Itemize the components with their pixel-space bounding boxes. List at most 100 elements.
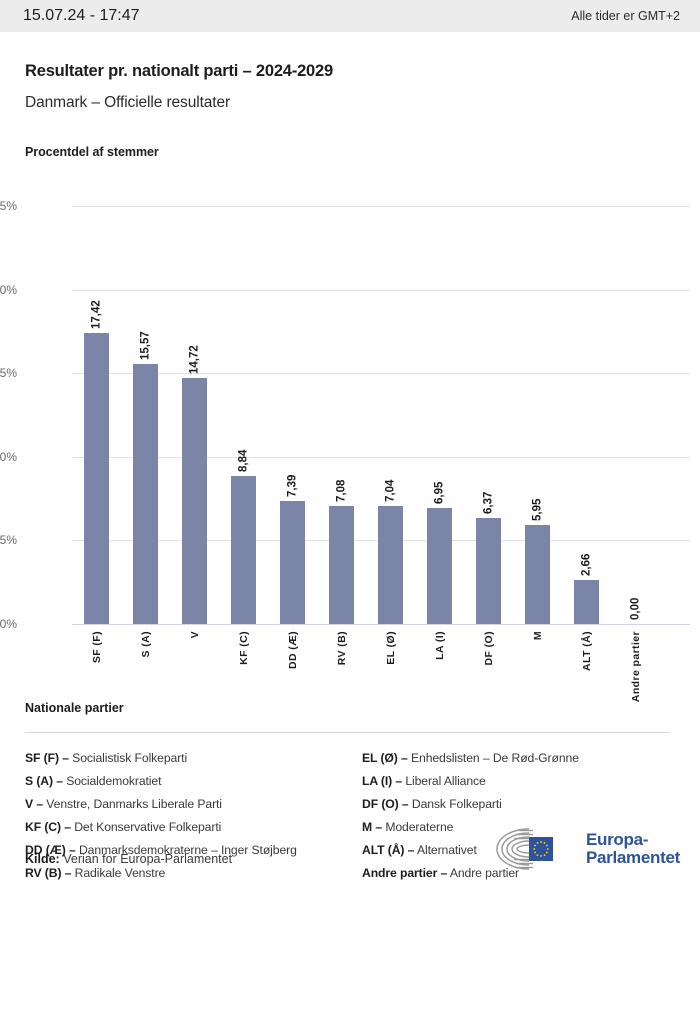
bar[interactable] [182,378,207,624]
y-axis-tick-label: 15% [0,366,17,381]
legend-item-abbr: LA (I) – [362,774,403,788]
bar[interactable] [476,517,501,624]
legend-item-name: Andre partier [447,866,519,880]
footer: Kilde: Verian for Europa-Parlamentet [25,813,680,885]
bar-value-label: 7,04 [384,480,397,503]
ep-wordmark-line2: Parlamentet [585,848,680,867]
bar-group[interactable]: 7,39 [268,173,317,624]
x-axis-tick-label: V [170,631,219,638]
bar[interactable] [329,505,354,624]
legend-item-name: Enhedslisten – De Rød-Grønne [407,751,579,765]
bar-value-label: 15,57 [139,331,152,360]
bar-value-label: 0,00 [629,597,642,620]
legend-item-abbr: M – [362,820,383,834]
bar-group[interactable]: 7,04 [366,173,415,624]
bar-value-label: 14,72 [188,345,201,375]
x-axis-tick-label: DD (Æ) [268,631,317,669]
legend-item-abbr: EL (Ø) – [362,751,408,765]
gridline [72,456,690,458]
x-axis-tick-label: KF (C) [219,631,268,665]
legend-item-name: Radikale Venstre [71,866,166,880]
bar[interactable] [378,506,403,624]
legend-item: LA (I) – Liberal Alliance [362,770,670,793]
timezone-label: Alle tider er GMT+2 [571,9,680,23]
legend-item: KF (C) – Det Konservative Folkeparti [25,816,362,839]
page-title: Resultater pr. nationalt parti – 2024-20… [25,62,333,80]
bar-value-label: 2,66 [580,553,593,576]
bar-group[interactable]: 7,08 [317,173,366,624]
ep-wordmark: Europa- Parlamentet [586,831,680,867]
x-axis-tick-text: EL (Ø) [384,631,397,665]
legend-item: M – Moderaterne [362,816,670,839]
bar-group[interactable]: 8,84 [219,173,268,624]
legend-column-left: SF (F) – Socialistisk Folkeparti S (A) – … [25,747,362,885]
bar-group[interactable]: 2,66 [562,173,611,624]
bar[interactable] [525,524,550,624]
bar[interactable] [427,507,452,624]
source-label: Kilde: [25,852,60,866]
legend-item-abbr: DF (O) – [362,797,409,811]
page-subtitle: Danmark – Officielle resultater [25,94,231,111]
bar-value-label: 17,42 [90,300,103,330]
bar-value-label: 5,95 [531,498,544,521]
bar-value-label: 7,39 [286,474,299,497]
legend-item: Andre partier – Andre partier [362,862,670,885]
y-axis-tick-label: 20% [0,282,17,297]
legend-item-name: Socialistisk Folkeparti [68,751,188,765]
status-bar: 15.07.24 - 17:47 Alle tider er GMT+2 [0,0,700,32]
x-axis-tick-text: DF (O) [482,631,495,666]
bar-chart: 0% 5% 10% 15% 20% 25% 17,42 SF (F) 15,57 S (A) 14… [0,173,690,702]
y-axis-tick-label: 0% [0,617,17,631]
x-axis-tick-label: ALT (Å) [562,631,611,671]
legend-item-abbr: DD (Æ) – [25,843,76,857]
y-axis-tick-label: 10% [0,449,17,464]
ep-hemicycle-icon [496,828,553,870]
legend: SF (F) – Socialistisk Folkeparti S (A) – … [25,747,680,885]
legend-item: S (A) – Socialdemokratiet [25,770,362,793]
legend-item: SF (F) – Socialistisk Folkeparti [25,747,362,770]
y-axis-tick-label: 5% [0,533,17,548]
bar-group[interactable]: 6,95 [415,173,464,624]
legend-item-abbr: ALT (Å) – [362,843,415,857]
bar-group[interactable]: 15,57 [121,173,170,624]
legend-item-name: Alternativet [414,843,477,857]
datetime-label: 15.07.24 - 17:47 [23,7,140,24]
bar-value-label: 6,95 [433,481,446,504]
legend-divider [25,732,670,733]
bar-group[interactable]: 5,95 [513,173,562,624]
legend-item-abbr: KF (C) – [25,820,71,834]
bar[interactable] [84,333,109,624]
gridline [72,206,690,208]
legend-item: RV (B) – Radikale Venstre [25,862,362,885]
legend-item: EL (Ø) – Enhedslisten – De Rød-Grønne [362,747,670,770]
bar[interactable] [133,363,158,624]
gridline [72,289,690,291]
legend-item: DD (Æ) – Danmarksdemokraterne – Inger St… [25,839,362,862]
bar-group[interactable]: 6,37 [464,173,513,624]
bar[interactable] [574,579,599,624]
bar-group[interactable]: 14,72 [170,173,219,624]
ep-wordmark-line1: Europa- [585,830,649,849]
legend-item-abbr: RV (B) – [25,866,72,880]
gridline [72,624,690,625]
european-parliament-logo: Europa- Parlamentet [489,825,680,873]
bar-value-label: 7,08 [335,479,348,502]
bar-group[interactable]: 17,42 [72,173,121,624]
legend-item-abbr: S (A) – [25,774,63,788]
legend-item-name: Socialdemokratiet [62,774,162,788]
bar-group[interactable]: 0,00 [611,173,660,624]
y-axis-tick-label: 25% [0,199,17,214]
legend-item: DF (O) – Dansk Folkeparti [362,793,670,816]
legend-item-name: Dansk Folkeparti [408,797,502,811]
x-axis-tick-label: EL (Ø) [366,631,415,665]
bar[interactable] [280,500,305,624]
x-axis-tick-text: KF (C) [237,631,250,665]
x-axis-tick-text: LA (I) [433,631,446,660]
legend-item: ALT (Å) – Alternativet [362,839,670,862]
source-note: Kilde: Verian for Europa-Parlamentet [25,852,232,866]
legend-item-abbr: Andre partier – [362,866,448,880]
bar-value-label: 8,84 [237,449,250,473]
bar[interactable] [231,476,256,624]
x-axis-tick-text: DD (Æ) [286,631,299,669]
x-axis-tick-text: Andre partier [629,631,642,703]
